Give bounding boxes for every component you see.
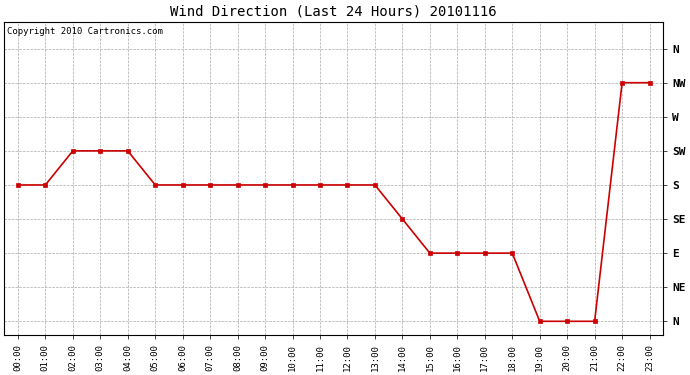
Text: Copyright 2010 Cartronics.com: Copyright 2010 Cartronics.com	[8, 27, 164, 36]
Title: Wind Direction (Last 24 Hours) 20101116: Wind Direction (Last 24 Hours) 20101116	[170, 4, 497, 18]
